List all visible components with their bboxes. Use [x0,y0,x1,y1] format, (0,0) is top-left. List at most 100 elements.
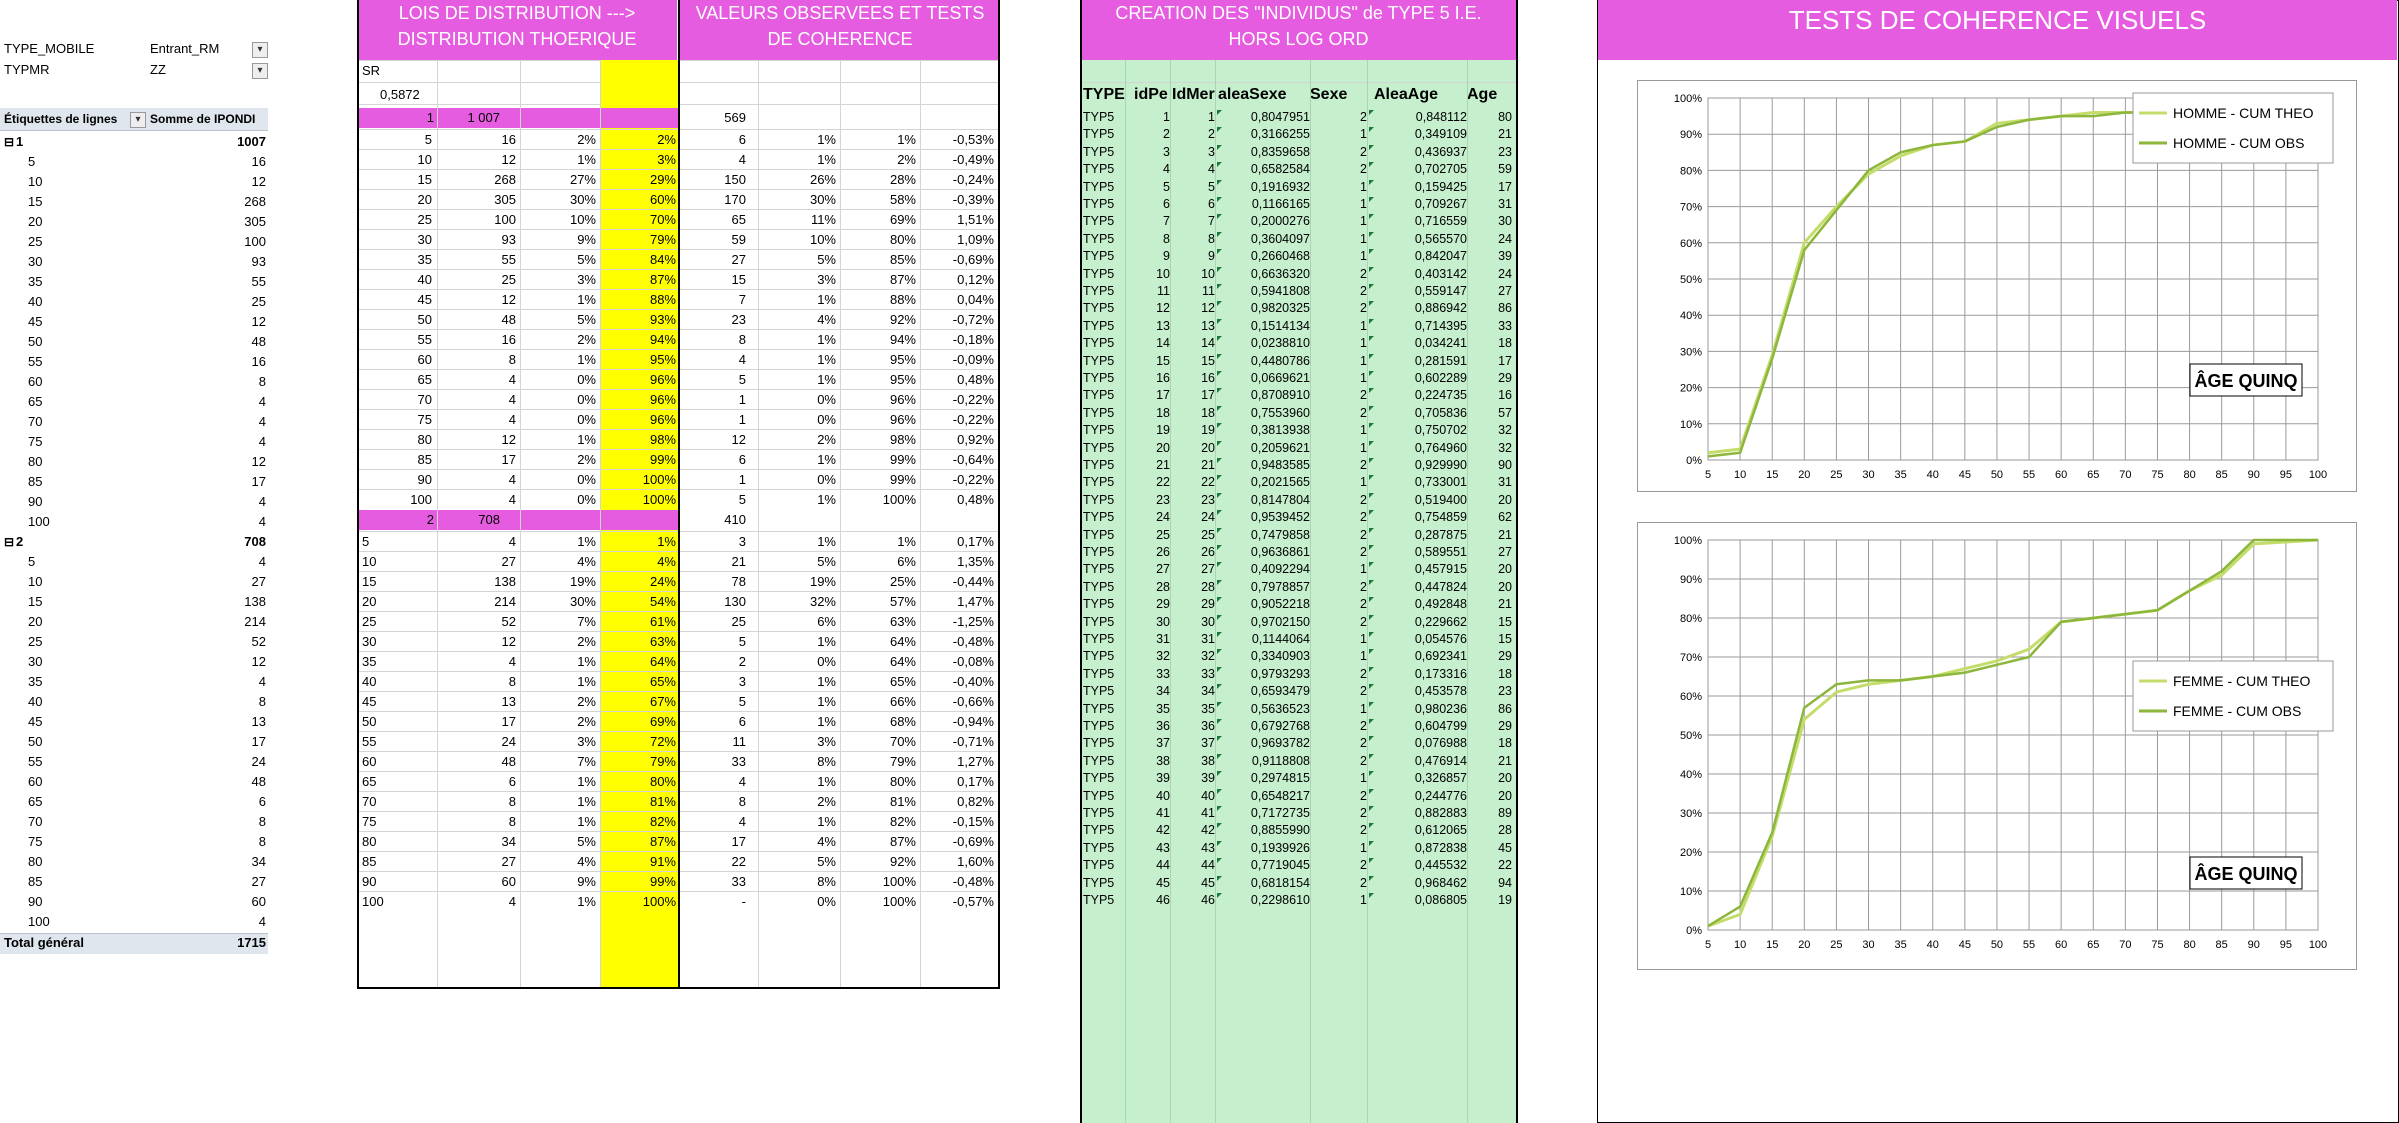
theo-count: 60 [501,874,516,889]
individus-cell: 11 [1202,284,1215,298]
pivot-row-label: 55 [28,754,43,769]
obs-pct: 10% [809,232,836,247]
group-label: 1 [16,134,24,149]
pivot-row-label: 50 [28,334,43,349]
individus-cell: 0,6593479 [1250,684,1310,699]
obs-count: 78 [731,574,746,589]
chart-homme[interactable]: 0% 10% 20% 30% 40% 50% 60% 70% 80% 90% 100% 5 10 15 20… [1637,80,2357,492]
theo-pct: 30% [569,594,596,609]
theo-count: 93 [501,232,516,247]
individus-cell: 0,2021565 [1250,475,1310,490]
grand-total-label: Total général [4,935,84,950]
coherence-gap: 1,09% [957,232,994,247]
pivot-row-value: 93 [251,254,266,269]
theo-pct: 5% [577,834,596,849]
formula-indicator-icon [1217,144,1222,150]
y-tick-label: 40% [1680,310,1702,322]
theo-pct: 2% [577,694,596,709]
x-tick-label: 100 [2309,939,2327,951]
formula-indicator-icon [1369,614,1374,620]
pivot-row-label: 65 [28,794,43,809]
age-class: 100 [362,894,384,909]
formula-indicator-icon [1369,371,1374,376]
individus-cell: 20 [1201,440,1215,455]
row-labels-dropdown-icon[interactable]: ▾ [130,112,146,128]
obs-pct: 1% [817,372,836,387]
x-tick-label: 75 [2151,469,2163,481]
individus-cell: TYP5 [1083,562,1115,577]
x-tick-label: 55 [2023,939,2035,951]
formula-indicator-icon [1217,197,1222,202]
individus-cell: 2 [1360,823,1367,838]
age-class: 20 [362,594,377,609]
theo-cum: 79% [649,232,676,247]
coherence-gap: -0,69% [952,252,994,267]
pivot-row-label: 35 [28,274,43,289]
formula-indicator-icon [1217,492,1222,498]
pivot-row-value: 27 [251,874,266,889]
pivot-row-label: 30 [28,654,43,669]
formula-indicator-icon [1369,597,1374,603]
individus-cell: 45 [1498,840,1512,855]
formula-indicator-icon [1369,440,1374,446]
theo-count: 268 [494,172,516,187]
obs-cum: 92% [889,854,916,869]
individus-cell: 31 [1156,632,1170,646]
individus-cell: TYP5 [1083,301,1115,316]
obs-count: 59 [731,232,746,247]
filter-dropdown-icon[interactable]: ▾ [252,42,268,58]
chart-femme[interactable]: 0% 10% 20% 30% 40% 50% 60% 70% 80% 90% 100% 5 10 15 20… [1637,522,2357,970]
obs-pct: 26% [809,172,836,187]
theo-cum: 70% [649,212,676,227]
grid-line [1367,60,1368,1123]
theo-pct: 1% [577,432,596,447]
obs-pct: 1% [817,452,836,467]
individus-cell: 18 [1156,405,1170,420]
individus-cell: 0,589551 [1414,545,1467,559]
individus-cell: TYP5 [1083,214,1115,229]
group-total: 708 [244,534,266,549]
individus-cell: 24 [1498,231,1512,246]
individus-cell: 0,076988 [1414,736,1467,751]
pivot-row-label: 100 [28,914,50,929]
obs-pct: 6% [817,614,836,629]
theo-cum: 63% [649,634,676,649]
pivot-row-value: 8 [258,694,266,709]
pivot-row-value: 17 [251,474,266,489]
formula-indicator-icon [1217,214,1222,220]
individus-cell: 89 [1498,806,1512,820]
x-tick-label: 65 [2087,939,2099,951]
obs-count: 4 [738,774,746,789]
obs-count: 21 [731,554,746,569]
theo-cum: 100% [642,472,676,487]
individus-cell: 27 [1201,562,1215,577]
obs-cum: 85% [889,252,916,267]
pivot-row-label: 30 [28,254,43,269]
formula-indicator-icon [1217,249,1222,255]
theo-cum: 88% [649,292,676,307]
pivot-row-value: 4 [258,674,266,689]
group-expander-icon[interactable]: ⊟ [4,535,15,549]
pivot-row-label: 10 [28,174,43,189]
x-tick-label: 60 [2055,939,2067,951]
individus-cell: 1 [1360,440,1367,455]
theo-count: 4 [508,894,516,909]
formula-indicator-icon [1369,840,1374,846]
pivot-row-label: 70 [28,814,43,829]
obs-count: 4 [738,152,746,167]
filter-dropdown-icon[interactable]: ▾ [252,63,268,79]
coherence-gap: -0,08% [952,654,994,669]
group-expander-icon[interactable]: ⊟ [4,135,15,149]
age-class: 20 [417,192,432,207]
obs-count: 6 [738,132,746,147]
age-class: 60 [362,754,377,769]
theo-count: 17 [501,714,516,729]
coherence-gap: 0,17% [957,774,994,789]
individus-cell: 1 [1360,771,1367,786]
pivot-row-value: 52 [251,634,266,649]
y-tick-label: 80% [1680,613,1702,625]
individus-cell: 2 [1360,579,1367,594]
individus-cell: 86 [1498,701,1512,716]
y-tick-label: 90% [1680,574,1702,586]
theo-pct: 1% [577,292,596,307]
